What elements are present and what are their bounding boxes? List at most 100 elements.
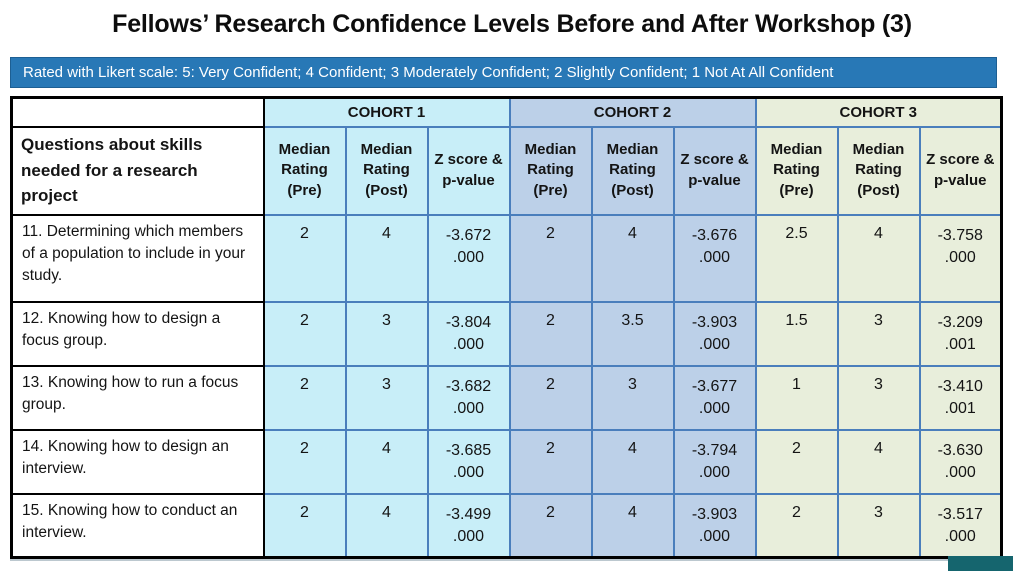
q13-c2-post: 3 — [590, 364, 675, 431]
q12-c3-post: 3 — [836, 300, 921, 367]
q14-c1-post: 4 — [344, 428, 429, 495]
z-value: -3.903 — [691, 505, 738, 523]
q12-c2-z: -3.903 .000 — [672, 300, 757, 367]
q13-c1-pre: 2 — [262, 364, 347, 431]
q14-c3-pre: 2 — [754, 428, 839, 495]
q11-c3-z: -3.758 .000 — [918, 213, 1003, 303]
q12-c1-pre: 2 — [262, 300, 347, 367]
p-value: .001 — [944, 335, 976, 353]
question-text: 11. Determining which members of a popul… — [10, 213, 265, 303]
c3-median-post-header: Median Rating (Post) — [836, 125, 921, 216]
q11-c2-post: 4 — [590, 213, 675, 303]
q13-c1-z: -3.682 .000 — [426, 364, 511, 431]
c2-zscore-header: Z score & p-value — [672, 125, 757, 216]
p-value: .000 — [452, 248, 485, 266]
q13-c2-pre: 2 — [508, 364, 593, 431]
q13-c2-z: -3.677 .000 — [672, 364, 757, 431]
q15-c1-post: 4 — [344, 492, 429, 559]
q11-c3-post: 4 — [836, 213, 921, 303]
p-value: .000 — [698, 399, 731, 417]
q15-c3-z: -3.517 .000 — [918, 492, 1003, 559]
q11-c2-pre: 2 — [508, 213, 593, 303]
z-value: -3.903 — [691, 313, 738, 331]
cohort2-header: COHORT 2 — [508, 96, 757, 128]
c3-zscore-header: Z score & p-value — [918, 125, 1003, 216]
c1-median-pre-header: Median Rating (Pre) — [262, 125, 347, 216]
z-value: -3.804 — [445, 313, 492, 331]
c3-median-pre-header: Median Rating (Pre) — [754, 125, 839, 216]
z-value: -3.794 — [691, 441, 738, 459]
q13-c3-post: 3 — [836, 364, 921, 431]
q14-c2-z: -3.794 .000 — [672, 428, 757, 495]
table-row-q14: 14. Knowing how to design an interview. … — [10, 428, 1003, 495]
table-row-q15: 15. Knowing how to conduct an interview.… — [10, 492, 1003, 559]
slide-title: Fellows’ Research Confidence Levels Befo… — [112, 10, 912, 38]
q12-c1-post: 3 — [344, 300, 429, 367]
q14-c1-z: -3.685 .000 — [426, 428, 511, 495]
p-value: .000 — [452, 463, 485, 481]
q14-c3-z: -3.630 .000 — [918, 428, 1003, 495]
q11-c1-pre: 2 — [262, 213, 347, 303]
p-value: .000 — [698, 248, 731, 266]
p-value: .000 — [698, 527, 731, 545]
z-value: -3.685 — [445, 441, 492, 459]
c1-median-post-header: Median Rating (Post) — [344, 125, 429, 216]
z-value: -3.677 — [691, 377, 738, 395]
c1-zscore-header: Z score & p-value — [426, 125, 511, 216]
q15-c3-post: 3 — [836, 492, 921, 559]
z-value: -3.758 — [937, 226, 983, 244]
p-value: .000 — [944, 248, 976, 266]
q12-c2-post: 3.5 — [590, 300, 675, 367]
q15-c2-pre: 2 — [508, 492, 593, 559]
q12-c3-z: -3.209 .001 — [918, 300, 1003, 367]
q14-c3-post: 4 — [836, 428, 921, 495]
cohort-band-row: COHORT 1 COHORT 2 COHORT 3 — [10, 96, 1003, 128]
q11-c1-post: 4 — [344, 213, 429, 303]
p-value: .000 — [698, 335, 731, 353]
p-value: .000 — [452, 527, 485, 545]
z-value: -3.630 — [937, 441, 983, 459]
p-value: .000 — [452, 335, 485, 353]
p-value: .000 — [944, 463, 976, 481]
table-bottom-shadow — [10, 559, 1003, 561]
table-row-q13: 13. Knowing how to run a focus group. 2 … — [10, 364, 1003, 431]
z-value: -3.209 — [937, 313, 983, 331]
z-value: -3.410 — [937, 377, 983, 395]
q14-c2-pre: 2 — [508, 428, 593, 495]
table-row-q12: 12. Knowing how to design a focus group.… — [10, 300, 1003, 367]
table-row-q11: 11. Determining which members of a popul… — [10, 213, 1003, 303]
q12-c3-pre: 1.5 — [754, 300, 839, 367]
likert-scale-banner: Rated with Likert scale: 5: Very Confide… — [10, 57, 997, 88]
q14-c1-pre: 2 — [262, 428, 347, 495]
confidence-results-table: COHORT 1 COHORT 2 COHORT 3 Questions abo… — [10, 96, 1003, 559]
q11-c3-pre: 2.5 — [754, 213, 839, 303]
cohort1-header: COHORT 1 — [262, 96, 511, 128]
p-value: .000 — [452, 399, 485, 417]
question-text: 14. Knowing how to design an interview. — [10, 428, 265, 495]
p-value: .000 — [944, 527, 976, 545]
question-text: 13. Knowing how to run a focus group. — [10, 364, 265, 431]
q13-c3-pre: 1 — [754, 364, 839, 431]
p-value: .001 — [944, 399, 976, 417]
z-value: -3.499 — [445, 505, 492, 523]
z-value: -3.517 — [937, 505, 983, 523]
q12-c2-pre: 2 — [508, 300, 593, 367]
question-text: 12. Knowing how to design a focus group. — [10, 300, 265, 367]
q13-c1-post: 3 — [344, 364, 429, 431]
q11-c1-z: -3.672 .000 — [426, 213, 511, 303]
q15-c2-z: -3.903 .000 — [672, 492, 757, 559]
column-header-row: Questions about skills needed for a rese… — [10, 125, 1003, 216]
z-value: -3.682 — [445, 377, 492, 395]
p-value: .000 — [698, 463, 731, 481]
q15-c3-pre: 2 — [754, 492, 839, 559]
q11-c2-z: -3.676 .000 — [672, 213, 757, 303]
z-value: -3.676 — [691, 226, 738, 244]
slide-corner-accent-bar — [948, 556, 1013, 571]
question-text: 15. Knowing how to conduct an interview. — [10, 492, 265, 559]
q15-c1-z: -3.499 .000 — [426, 492, 511, 559]
q15-c2-post: 4 — [590, 492, 675, 559]
q12-c1-z: -3.804 .000 — [426, 300, 511, 367]
c2-median-pre-header: Median Rating (Pre) — [508, 125, 593, 216]
q13-c3-z: -3.410 .001 — [918, 364, 1003, 431]
questions-header: Questions about skills needed for a rese… — [10, 125, 265, 216]
